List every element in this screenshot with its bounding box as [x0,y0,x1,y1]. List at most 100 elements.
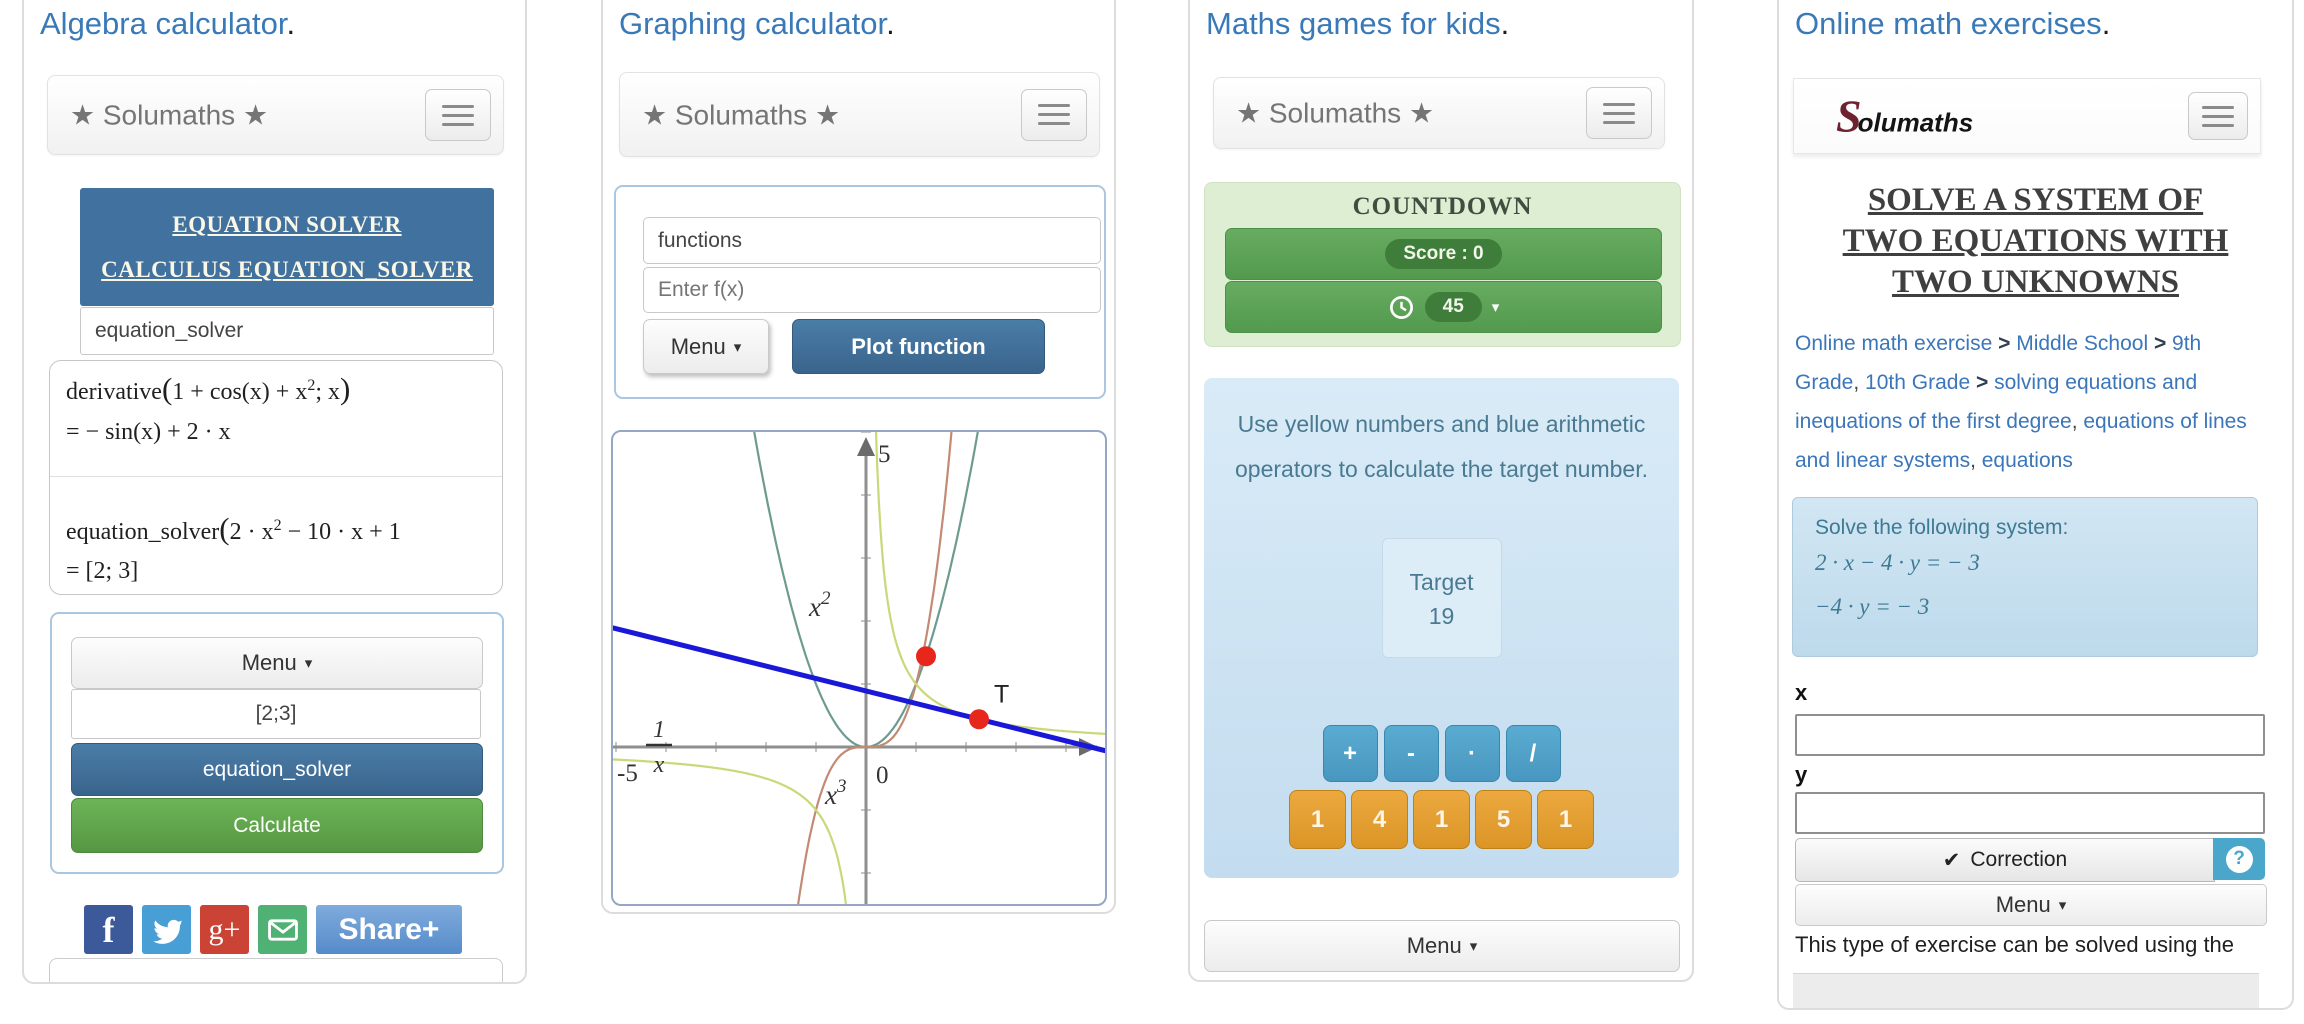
check-icon: ✔ [1942,848,1961,872]
facebook-icon[interactable]: f [84,905,133,954]
game-board: Use yellow numbers and blue arithmetic o… [1204,378,1679,878]
hamburger-menu-icon[interactable] [1021,88,1087,141]
time-badge: 45 [1424,292,1482,322]
solver-links-box: EQUATION SOLVER CALCULUS EQUATION_SOLVER [80,188,494,306]
breadcrumb: Online math exercise > Middle School > 9… [1795,324,2267,480]
math-line: = [2; 3] [66,558,139,584]
navbar: ★ Solumaths ★ [1213,77,1665,149]
breadcrumb-text: , [2071,410,2084,433]
question-mark-icon: ? [2225,845,2253,873]
chevron-down-icon: ▾ [733,338,742,356]
menu-button[interactable]: Menu ▾ [643,319,769,374]
operator-button[interactable]: · [1444,725,1500,782]
score-badge: Score : 0 [1385,239,1502,269]
share-button[interactable]: Share+ [316,905,462,954]
plot-form: Menu▾ Plot function [614,185,1106,399]
y-answer-input[interactable] [1795,792,2265,834]
breadcrumb-separator: > [1970,371,1995,394]
exercise-statement-card: Solve the following system: 2 · x − 4 · … [1792,497,2258,657]
email-icon[interactable] [258,905,307,954]
countdown-header-card: COUNTDOWN Score : 0 45 ▾ [1204,182,1681,347]
plot-function-button[interactable]: Plot function [792,319,1045,374]
number-button[interactable]: 4 [1351,790,1408,849]
breadcrumb-link[interactable]: 9th Grade [1795,332,2202,394]
target-value: 19 [1428,603,1455,629]
x-label: x [1795,680,1808,705]
breadcrumb-link[interactable]: 10th Grade [1865,371,1971,394]
x-answer-input[interactable] [1795,714,2265,756]
svg-text:x2: x2 [808,588,831,622]
graph-plot-area[interactable]: x2 x3 1 x T 5 0 -5 [611,430,1107,906]
breadcrumb-link[interactable]: equations [1981,449,2073,472]
operator-button[interactable]: / [1505,725,1561,782]
solumaths-logo[interactable]: Solumaths [1836,90,1974,142]
svg-text:1: 1 [653,717,665,743]
calculator-form: Menu▾ equation_solver Calculate [50,612,504,874]
next-section-stub [49,958,503,982]
svg-text:5: 5 [878,441,891,468]
page-title: Maths games for kids. [1206,6,1510,41]
timer-dropdown-button[interactable]: 45 ▾ [1225,281,1662,333]
hamburger-menu-icon[interactable] [2188,92,2248,140]
equation-solver-link[interactable]: EQUATION SOLVER [172,212,402,237]
page-title: Algebra calculator. [40,6,296,41]
navbar: Solumaths [1793,78,2261,154]
math-line: = − sin(x) + 2 · x [66,419,231,445]
fx-input[interactable] [643,267,1101,313]
panel-online-exercises: Online math exercises. Solumaths SOLVE A… [1777,0,2294,1010]
svg-text:-5: -5 [617,760,638,787]
page-title: Online math exercises. [1795,6,2111,41]
svg-text:x3: x3 [824,776,846,810]
math-line: derivative(1 + cos(x) + x2; x) [66,371,351,406]
hamburger-menu-icon[interactable] [425,89,491,141]
menu-button[interactable]: Menu ▾ [1795,884,2267,926]
clock-icon [1389,295,1413,319]
exercise-heading: SOLVE A SYSTEM OF TWO EQUATIONS WITH TWO… [1842,182,2229,300]
help-button[interactable]: ? [2213,838,2265,880]
solver-name-input[interactable] [80,307,494,355]
twitter-icon[interactable] [142,905,191,954]
menu-button[interactable]: Menu ▾ [1204,920,1680,972]
page-title: Graphing calculator. [619,6,895,41]
graph-canvas: x2 x3 1 x T 5 0 -5 [613,432,1105,904]
breadcrumb-link[interactable]: solving equations and inequations of the… [1795,371,2198,433]
function-name-input[interactable] [643,217,1101,264]
breadcrumb-text: , [1970,449,1982,472]
number-button[interactable]: 1 [1289,790,1346,849]
menu-button[interactable]: Menu ▾ [71,637,483,689]
expression-input[interactable] [71,689,481,739]
breadcrumb-link[interactable]: equations of lines and linear systems [1795,410,2247,472]
navbar: ★ Solumaths ★ [47,75,504,155]
breadcrumb-separator: > [2148,332,2173,355]
operator-button[interactable]: + [1322,725,1378,782]
chevron-down-icon: ▾ [1469,938,1478,955]
panel-algebra-calculator: Algebra calculator. ★ Solumaths ★ EQUATI… [22,0,527,984]
correction-button[interactable]: ✔ Correction [1795,838,2215,882]
footer-bar [1793,973,2259,1008]
target-label: Target [1409,569,1474,595]
score-button[interactable]: Score : 0 [1225,228,1662,280]
number-button[interactable]: 1 [1413,790,1470,849]
number-button[interactable]: 5 [1475,790,1532,849]
divider [50,476,502,477]
number-button[interactable]: 1 [1537,790,1594,849]
calculate-button[interactable]: Calculate [71,798,483,853]
breadcrumb-text: , [1853,371,1866,394]
breadcrumb-link[interactable]: Middle School [2016,332,2149,355]
math-line: equation_solver(2 · x2 − 10 · x + 1 [66,511,401,546]
game-instructions: Use yellow numbers and blue arithmetic o… [1235,411,1648,482]
googleplus-icon[interactable]: g+ [200,905,249,954]
svg-text:0: 0 [876,762,889,789]
brand: ★ Solumaths ★ [642,99,841,130]
breadcrumb-link[interactable]: Online math exercise [1795,332,1993,355]
operator-button[interactable]: - [1383,725,1439,782]
math-output-box: derivative(1 + cos(x) + x2; x) = − sin(x… [49,360,503,595]
calculus-equation-solver-link[interactable]: CALCULUS EQUATION_SOLVER [101,257,473,282]
chevron-down-icon: ▾ [304,655,313,672]
chevron-down-icon: ▾ [1491,299,1500,316]
chevron-down-icon: ▾ [2058,897,2067,914]
equation-1: 2 · x − 4 · y = − 3 [1815,550,1980,575]
equation-solver-button[interactable]: equation_solver [71,743,483,796]
hamburger-menu-icon[interactable] [1586,87,1652,139]
exercise-prompt: Solve the following system: [1815,516,2069,539]
